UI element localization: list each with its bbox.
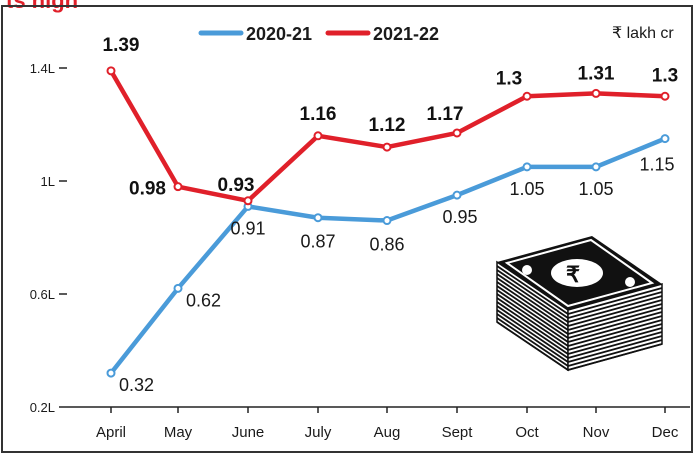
data-point (452, 190, 462, 200)
x-tick-label: May (164, 424, 193, 441)
data-point (106, 368, 116, 378)
data-point (382, 216, 392, 226)
data-label: 1.3 (496, 68, 522, 89)
y-tick-label: 0.6L (30, 287, 55, 302)
data-point (313, 213, 323, 223)
x-tick-label: Sept (442, 424, 474, 441)
data-point (243, 196, 253, 206)
legend: 2020-21 2021-22 (198, 24, 439, 44)
svg-text:₹: ₹ (566, 262, 580, 287)
data-point (660, 91, 670, 101)
x-tick-label: Dec (652, 424, 679, 441)
unit-label: ₹ lakh cr (612, 25, 674, 42)
data-point (591, 88, 601, 98)
x-tick-label: April (96, 424, 126, 441)
data-label: 0.93 (218, 175, 255, 196)
data-label: 0.95 (442, 207, 477, 227)
y-tick-label: 1.4L (30, 61, 55, 76)
data-label: 0.91 (230, 218, 265, 238)
data-label: 1.3 (652, 65, 678, 86)
data-label: 1.31 (578, 63, 615, 84)
data-point (591, 162, 601, 172)
data-label: 1.17 (427, 104, 464, 125)
data-point (522, 162, 532, 172)
y-axis: 0.2L 0.6L 1L 1.4L (30, 61, 67, 415)
data-label: 1.05 (509, 179, 544, 199)
data-labels: 0.32 0.62 0.91 0.87 0.86 0.95 1.05 1.05 1.15 1.39… (103, 35, 679, 395)
legend-label-2020-21: 2020-21 (246, 24, 312, 44)
legend-label-2021-22: 2021-22 (373, 24, 439, 44)
data-point (106, 66, 116, 76)
y-tick-label: 0.2L (30, 400, 55, 415)
data-label: 1.15 (639, 155, 674, 175)
x-tick-label: Nov (583, 424, 610, 441)
data-label: 1.39 (103, 35, 140, 56)
y-tick-label: 1L (41, 174, 55, 189)
data-label: 1.05 (578, 179, 613, 199)
series-layer (106, 66, 670, 378)
data-point (382, 142, 392, 152)
data-label: 0.86 (369, 235, 404, 255)
data-label: 1.12 (369, 115, 406, 136)
currency-bundle-icon: ₹ (496, 236, 663, 372)
data-point (173, 283, 183, 293)
x-tick-label: Oct (515, 424, 539, 441)
x-axis-categories: April May June July Aug Sept Oct Nov Dec (96, 407, 679, 441)
chart-border (1, 5, 693, 453)
data-label: 0.62 (186, 290, 221, 310)
data-label: 0.98 (129, 179, 166, 200)
data-point (452, 128, 462, 138)
x-tick-label: Aug (374, 424, 401, 441)
data-point (313, 131, 323, 141)
x-tick-label: July (305, 424, 332, 441)
data-point (660, 134, 670, 144)
data-point (522, 91, 532, 101)
data-label: 0.32 (119, 375, 154, 395)
data-label: 1.16 (300, 104, 337, 125)
x-tick-label: June (232, 424, 265, 441)
data-point (173, 182, 183, 192)
data-label: 0.87 (300, 232, 335, 252)
